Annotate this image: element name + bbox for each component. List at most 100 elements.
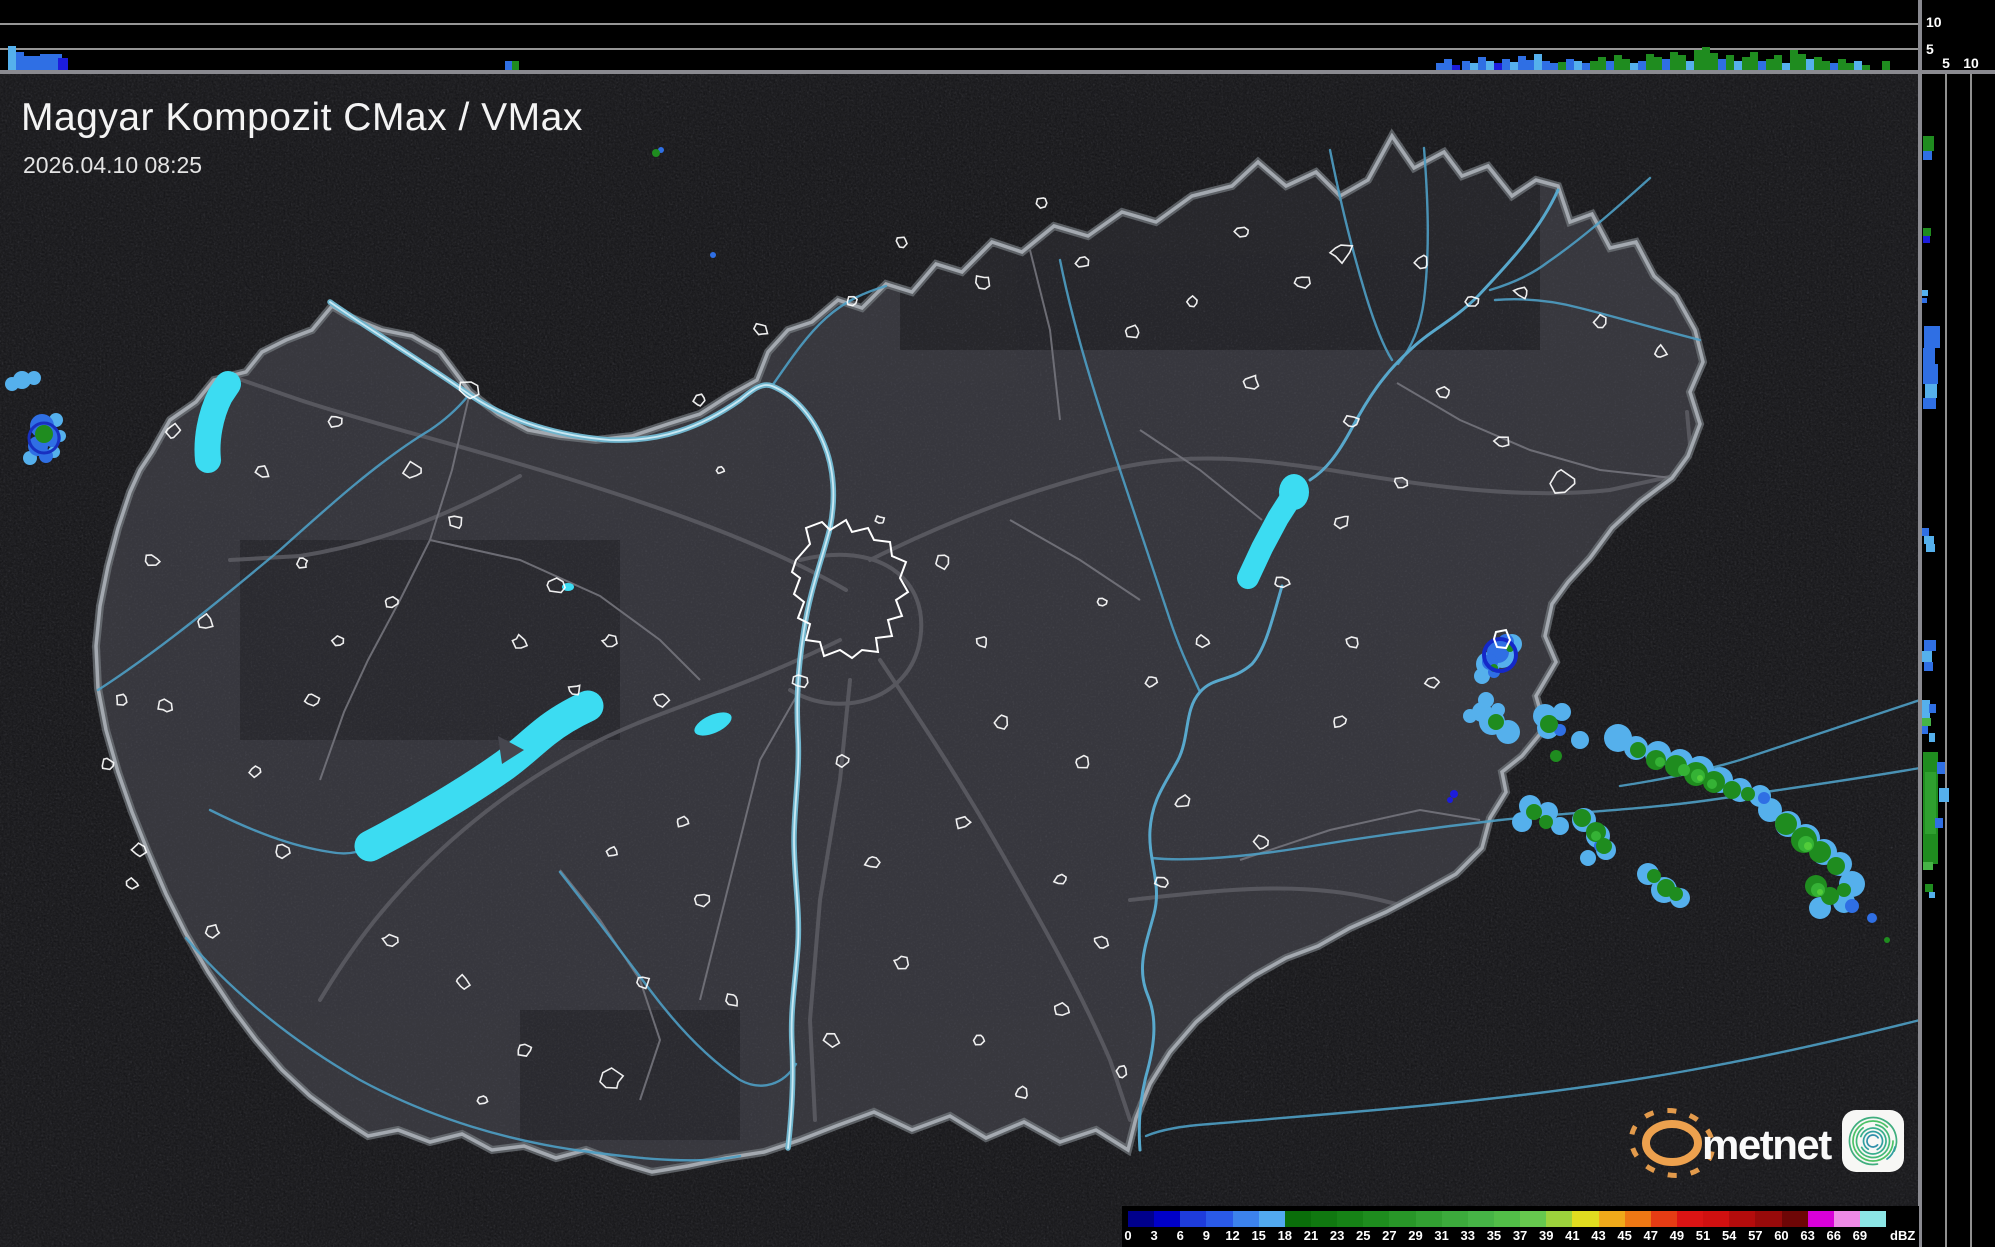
right-profile-echo [1922, 726, 1928, 734]
settlement-outline [1328, 244, 1354, 265]
settlement-outline [1549, 468, 1576, 494]
settlement-outline [546, 577, 567, 594]
settlement-outline [975, 636, 988, 649]
radar-echo-core [1678, 764, 1690, 776]
settlement-outline [248, 765, 262, 779]
right-profile-echoes [1922, 136, 1949, 898]
settlement-outline [1274, 576, 1291, 589]
settlement-outline [835, 753, 850, 769]
top-profile-echo [1436, 63, 1444, 70]
radar-echoes-top-layer [1591, 757, 1825, 897]
right-profile-echo [1923, 151, 1932, 160]
right-profile-echo [1922, 290, 1928, 296]
settlement-outline [327, 415, 343, 428]
top-profile-echo [1606, 61, 1614, 70]
legend-tick-label: 15 [1251, 1228, 1266, 1243]
radar-echo [1550, 750, 1562, 762]
legend-color-bar [1128, 1211, 1887, 1227]
settlement-outline [401, 460, 422, 479]
settlement-outline [1345, 636, 1359, 649]
top-profile-echo [1838, 59, 1846, 70]
settlement-outline [1035, 197, 1048, 209]
legend-color-cell [1258, 1211, 1285, 1227]
top-profile-echo [1518, 56, 1526, 70]
sun-icon [1628, 1108, 1716, 1178]
radar-echo [1580, 850, 1596, 866]
settlement-outline [458, 381, 480, 400]
settlement-outline [1233, 226, 1250, 238]
settlement-outline [1413, 254, 1428, 270]
legend-color-cell [1859, 1211, 1887, 1227]
radar-echo [5, 377, 19, 391]
legend-tick-label: 35 [1486, 1228, 1502, 1243]
radar-echo [1512, 812, 1532, 832]
right-profile-echo [1924, 536, 1934, 544]
top-profile-echo [1766, 59, 1774, 70]
tisza-river [1137, 188, 1560, 1152]
radar-echo [1450, 790, 1458, 798]
top-profile-echo [1822, 61, 1830, 70]
settlement-outline [605, 845, 619, 857]
legend-tick-label: 23 [1329, 1228, 1345, 1243]
settlement-outline [144, 554, 162, 567]
right-profile-echo [1925, 772, 1936, 834]
right-profile-echo [1922, 718, 1931, 726]
radar-echoes-layer [5, 147, 1890, 943]
right-profile-echo [1924, 662, 1933, 671]
top-profile-echo [1654, 57, 1662, 70]
legend-unit-label: dBZ [1890, 1228, 1916, 1243]
right-profile-echo [1929, 733, 1935, 742]
settlement-outline [1342, 414, 1361, 428]
settlement-outline [1153, 876, 1169, 889]
settlement-outline [874, 514, 886, 524]
top-profile-echo [1718, 59, 1726, 70]
right-profile-echo [1924, 640, 1936, 651]
top-profile-echo [8, 46, 16, 70]
legend-color-cell [1650, 1211, 1677, 1227]
right-profile-echo [1939, 788, 1949, 802]
legend-tick-label: 33 [1460, 1228, 1476, 1243]
settlement-outline [476, 1095, 489, 1105]
top-profile-echo [1662, 59, 1670, 70]
logo-text: metnet [1702, 1121, 1832, 1168]
legend-tick-label: 51 [1695, 1228, 1711, 1243]
top-profile-echo [1882, 61, 1890, 70]
legend-color-cell [1337, 1211, 1364, 1227]
settlement-outline [1052, 873, 1067, 885]
top-profile-echo [1734, 61, 1742, 70]
settlement-outline [1074, 256, 1090, 268]
settlement-outline [692, 393, 706, 407]
horizontal-divider [0, 70, 1995, 74]
legend-color-cell [1781, 1211, 1808, 1227]
settlement-outline [1075, 754, 1090, 769]
settlement-outline [822, 1032, 841, 1049]
settlement-outline [567, 684, 581, 696]
legend-tick-label: 21 [1303, 1228, 1319, 1243]
legend-tick-label: 66 [1826, 1228, 1841, 1243]
lake-ferto [194, 371, 241, 473]
right-profile-echo [1923, 136, 1934, 151]
radar-echo [1723, 781, 1741, 799]
right-profile-echo [1922, 700, 1930, 718]
legend-tick-label: 9 [1202, 1228, 1211, 1243]
legend-tick-label: 43 [1591, 1228, 1606, 1243]
top-profile-echo [1774, 55, 1782, 70]
settlement-outline [791, 674, 809, 689]
budapest-outline [790, 518, 910, 660]
settlement-outline [115, 693, 128, 706]
settlement-outline [1423, 676, 1441, 689]
legend-tick-label: 0 [1124, 1228, 1132, 1243]
radar-echo-core [1591, 831, 1601, 841]
settlement-outline [447, 515, 463, 530]
right-profile-echo [1922, 651, 1932, 662]
radar-echo [27, 371, 41, 385]
radar-echo [1884, 937, 1890, 943]
top-profile-echo [1854, 61, 1862, 70]
settlement-outline [381, 933, 399, 948]
radar-echo [1474, 668, 1490, 684]
radar-echo [1775, 813, 1797, 835]
radar-echo [1630, 742, 1646, 758]
legend-tick-label: 18 [1277, 1228, 1293, 1243]
settlement-outline [752, 322, 769, 336]
settlement-outline [652, 693, 671, 708]
